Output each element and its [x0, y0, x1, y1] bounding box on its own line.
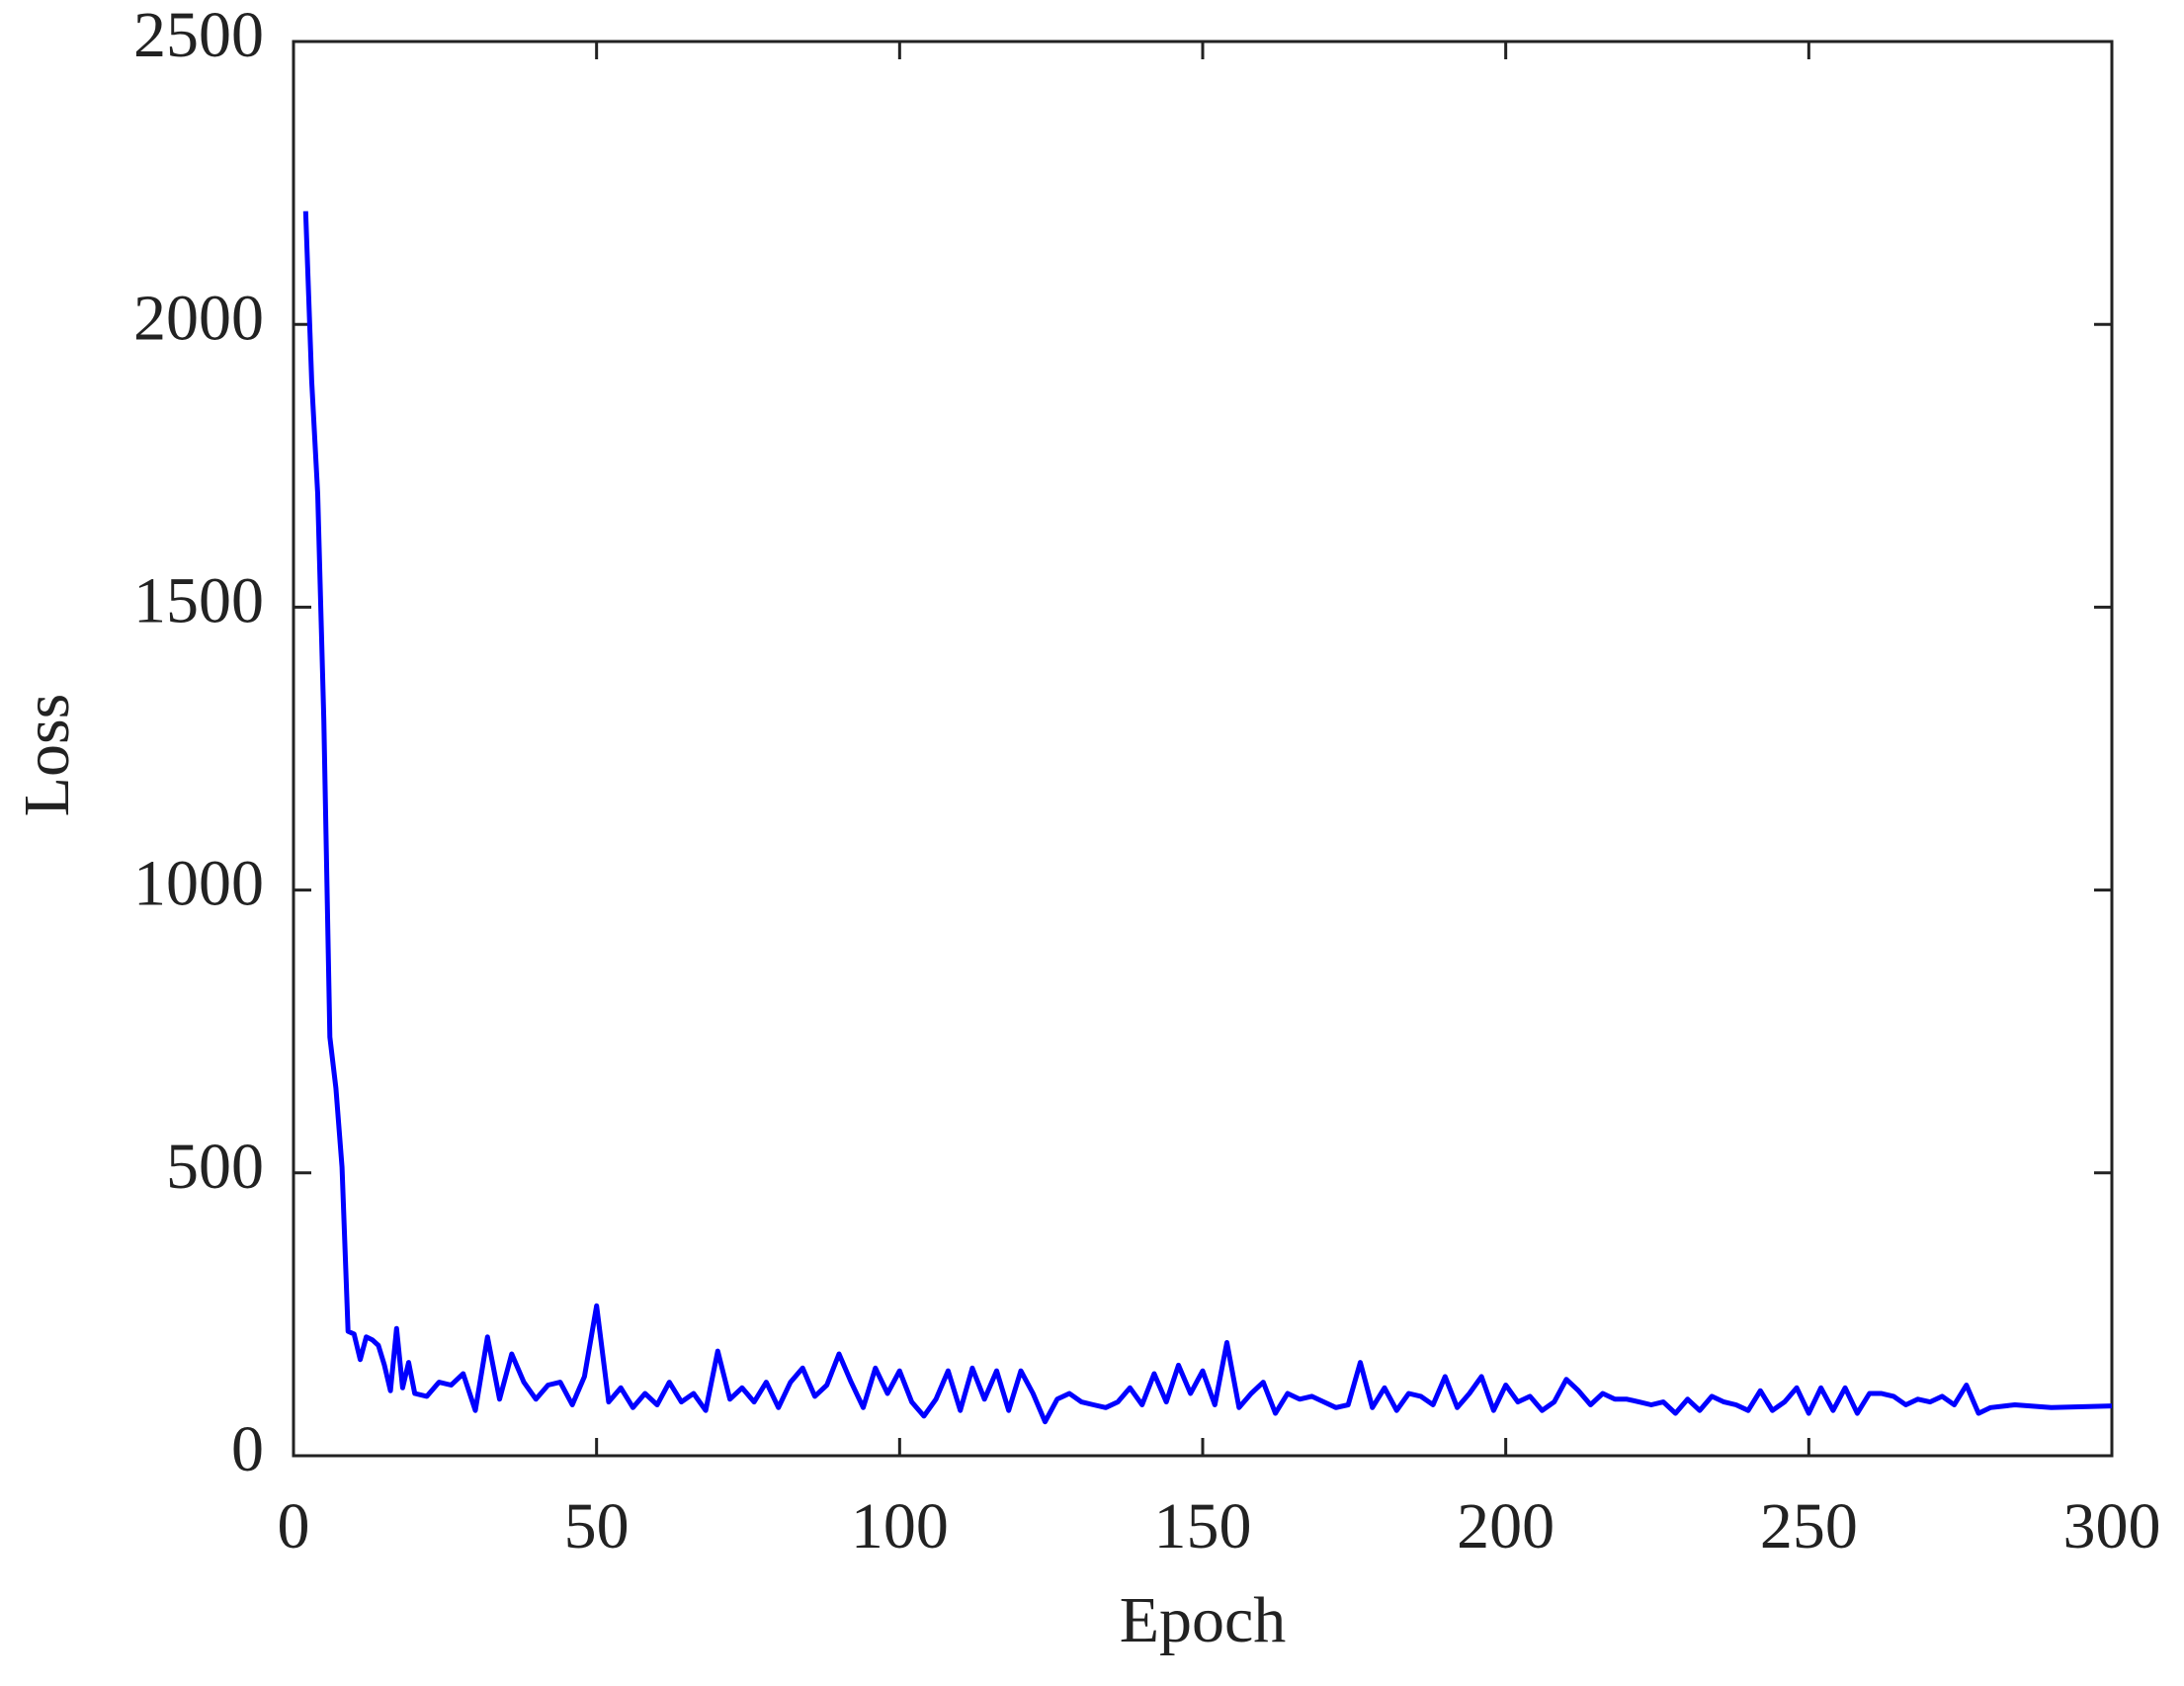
y-tick-label: 500: [166, 1131, 264, 1203]
axes-box: [292, 40, 2114, 1458]
x-tick-label: 300: [2063, 1490, 2161, 1562]
y-tick-label: 2000: [133, 282, 264, 354]
x-tick-label: 50: [564, 1490, 630, 1562]
y-tick-label: 0: [231, 1413, 264, 1485]
x-tick-label: 200: [1457, 1490, 1554, 1562]
y-tick-label: 1000: [133, 848, 264, 920]
x-tick-label: 100: [851, 1490, 949, 1562]
x-axis-label: Epoch: [1120, 1584, 1287, 1656]
x-tick-label: 150: [1154, 1490, 1252, 1562]
loss-line: [302, 211, 2113, 1425]
x-tick-label: 250: [1760, 1490, 1858, 1562]
y-tick-label: 2500: [133, 0, 264, 71]
y-axis-label: Loss: [11, 694, 83, 817]
x-tick-label: 0: [278, 1490, 310, 1562]
y-tick-label: 1500: [133, 565, 264, 637]
